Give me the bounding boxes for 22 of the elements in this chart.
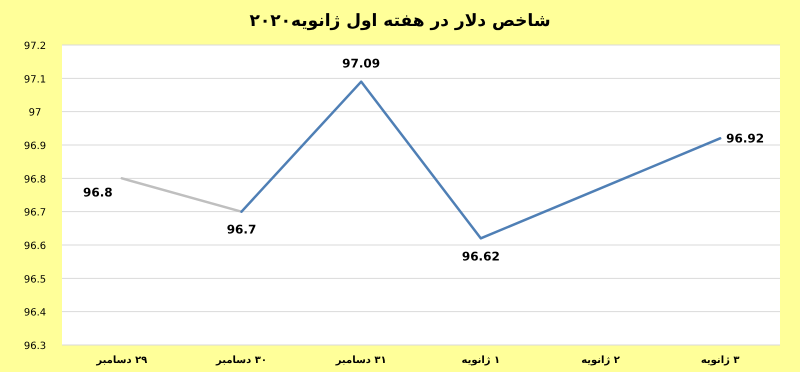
x-tick-label: ۲۹ دسامبر	[95, 355, 148, 366]
data-label: 96.7	[226, 222, 256, 237]
y-tick-label: 97.1	[24, 74, 46, 86]
data-label: 96.8	[83, 185, 113, 200]
y-tick-label: 96.6	[24, 241, 46, 252]
data-label: 96.62	[462, 249, 500, 264]
y-tick-label: 96.9	[24, 141, 46, 152]
chart-title: شاخص دلار در هفته اول ژانویه۲۰۲۰	[249, 11, 551, 31]
y-tick-label: 97	[28, 108, 42, 119]
data-label: 96.92	[726, 131, 764, 146]
x-tick-label: ۳ ژانویه	[700, 355, 740, 366]
x-tick-label: ۱ ژانویه	[462, 355, 500, 366]
x-tick-label: ۳۰ دسامبر	[215, 355, 267, 366]
data-label: 97.09	[342, 56, 380, 71]
y-tick-label: 96.3	[24, 341, 46, 352]
y-tick-label: 96.4	[24, 308, 46, 319]
y-tick-label: 96.8	[24, 174, 46, 186]
y-tick-label: 97.2	[24, 41, 46, 52]
y-tick-label: 96.5	[24, 274, 46, 286]
x-tick-label: ۲ ژانویه	[581, 355, 620, 366]
y-tick-label: 96.7	[24, 208, 46, 219]
x-tick-label: ۳۱ دسامبر	[334, 355, 387, 366]
